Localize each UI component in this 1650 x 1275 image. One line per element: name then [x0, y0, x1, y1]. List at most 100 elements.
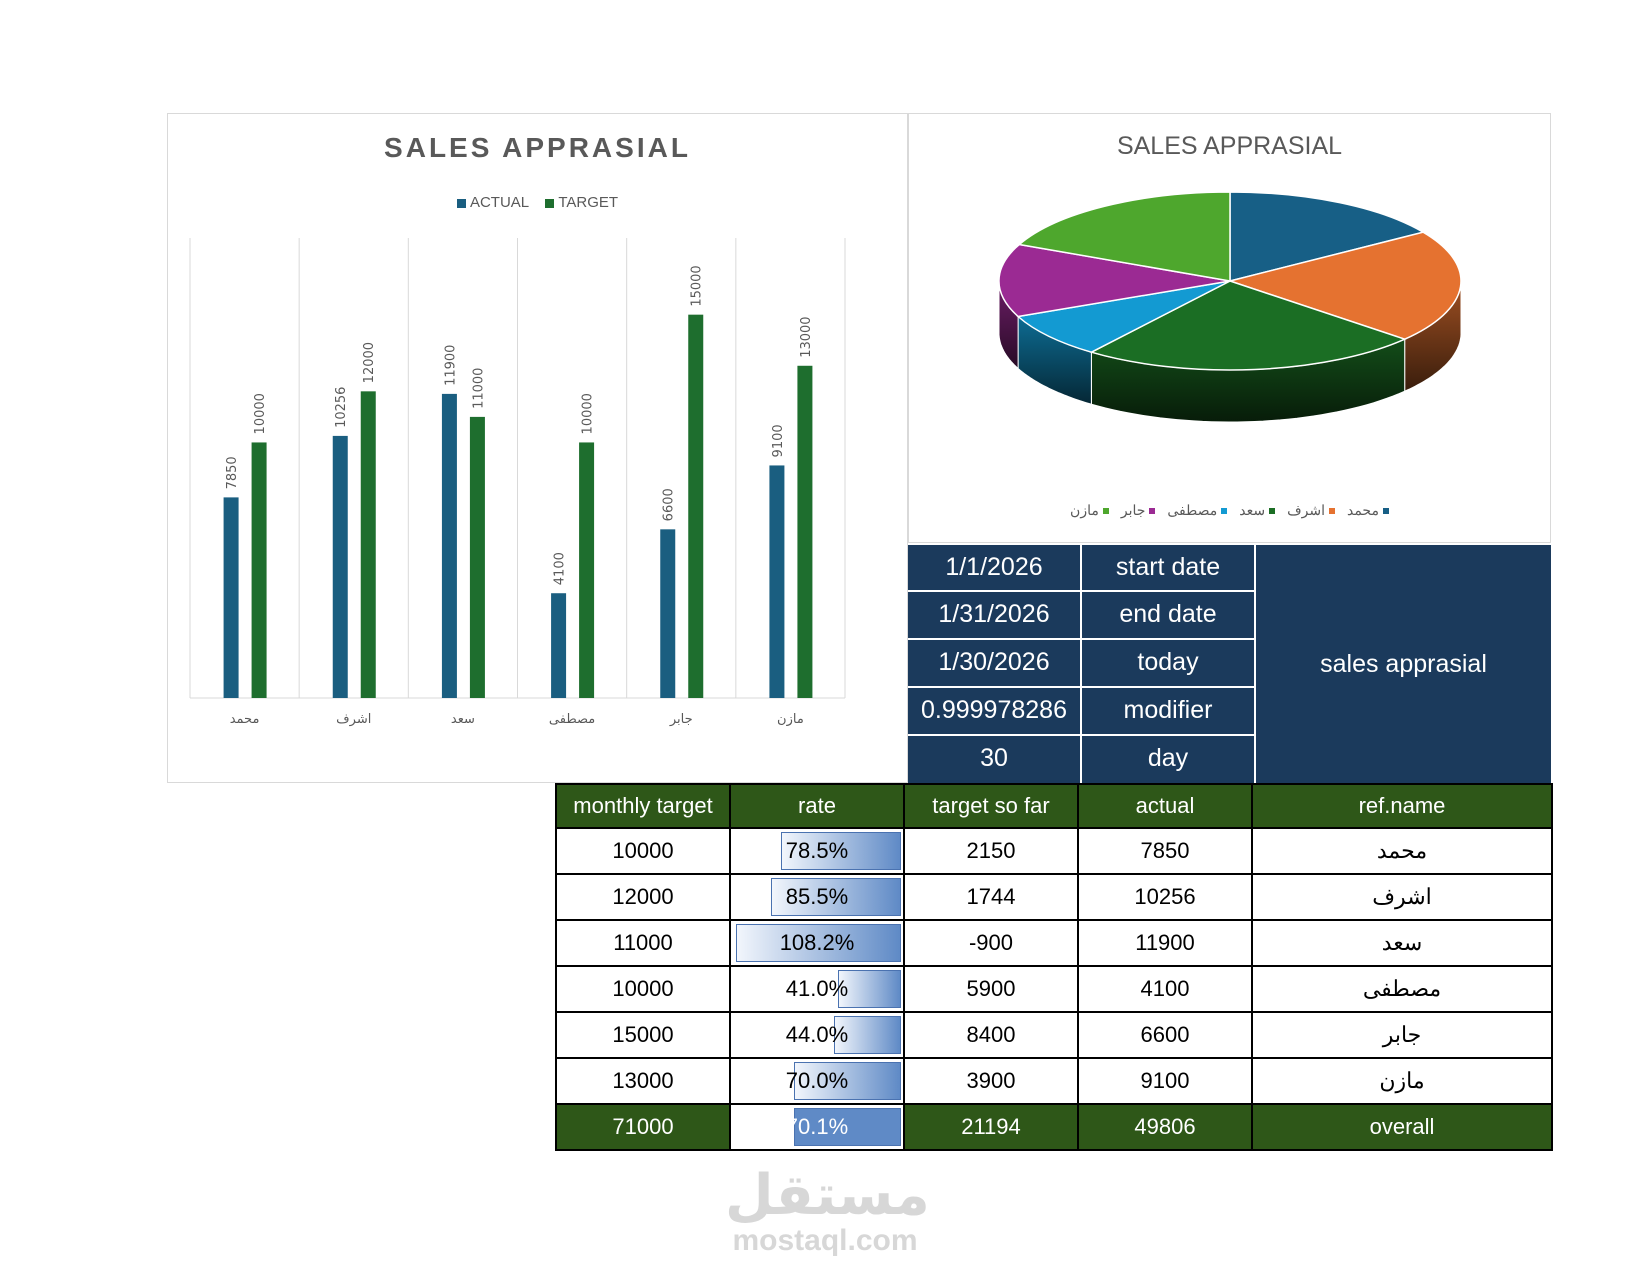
pie-chart-svg — [998, 191, 1462, 423]
cell-monthly-target: 11000 — [555, 919, 731, 967]
cell-ref-name: مصطفى — [1251, 965, 1553, 1013]
bar-data-label: 7850 — [225, 456, 240, 489]
table-row: 12000 85.5% 1744 10256 اشرف — [555, 873, 1553, 921]
bar-chart-svg: 7850 10000 محمد 10256 12000 اشرف 11900 11000 سعد… — [189, 238, 846, 727]
pie-legend-label: محمد — [1346, 502, 1379, 518]
pie-legend-label: جابر — [1120, 502, 1146, 518]
cell-actual: 7850 — [1077, 827, 1253, 875]
cell-target-so-far: 5900 — [903, 965, 1079, 1013]
cell-rate: 70.0% — [729, 1057, 905, 1105]
table-row: 15000 44.0% 8400 6600 جابر — [555, 1011, 1553, 1059]
cell-monthly-target: 13000 — [555, 1057, 731, 1105]
pie-legend-item: محمد — [1347, 502, 1389, 519]
header-rate: rate — [729, 783, 905, 829]
pie-legend-label: مصطفى — [1167, 502, 1218, 518]
bar-actual — [660, 529, 676, 698]
rate-value: 108.2% — [779, 930, 855, 955]
cell-rate: 44.0% — [729, 1011, 905, 1059]
info-modifier-value: 0.999978286 — [921, 696, 1067, 724]
rate-data-bar — [794, 1062, 901, 1100]
cell-target-so-far: 3900 — [903, 1057, 1079, 1105]
cell-target-so-far: 21194 — [903, 1103, 1079, 1151]
header-target-so-far: target so far — [903, 783, 1079, 829]
pie-legend-item: مصطفى — [1167, 502, 1228, 519]
pie-slice — [998, 243, 1231, 318]
bar-data-label: 9100 — [771, 424, 786, 457]
info-day-value: 30 — [980, 744, 1008, 772]
pie-slice — [1227, 231, 1462, 341]
cell-actual: 4100 — [1077, 965, 1253, 1013]
legend-label-actual: ACTUAL — [469, 194, 530, 211]
table-total-row: 71000 70.1% 21194 49806 overall — [555, 1103, 1553, 1151]
cell-monthly-target: 71000 — [555, 1103, 731, 1151]
bar-target — [469, 416, 485, 698]
cell-rate: 41.0% — [729, 965, 905, 1013]
x-tick-label: اشرف — [336, 712, 371, 727]
cell-rate: 70.1% — [729, 1103, 905, 1151]
info-end-date-value: 1/31/2026 — [938, 600, 1050, 628]
cell-monthly-target: 12000 — [555, 873, 731, 921]
pie-legend-swatch — [1221, 508, 1228, 515]
watermark-latin: mostaql.com — [732, 1224, 918, 1257]
x-tick-label: سعد — [451, 712, 475, 727]
x-tick-label: مازن — [777, 712, 804, 727]
pie-chart-legend: محمد اشرف سعد مصطفى جابر مازن — [909, 502, 1550, 519]
info-divider — [908, 686, 1254, 688]
bar-data-label: 15000 — [690, 265, 705, 306]
watermark-arabic: مستقل — [725, 1163, 930, 1228]
pie-legend-item: سعد — [1239, 502, 1276, 519]
info-start-date-value: 1/1/2026 — [945, 553, 1043, 581]
info-title: sales apprasial — [1320, 649, 1487, 678]
bar-actual — [441, 393, 457, 698]
cell-rate: 108.2% — [729, 919, 905, 967]
header-actual: actual — [1077, 783, 1253, 829]
cell-target-so-far: 2150 — [903, 827, 1079, 875]
pie-legend-label: سعد — [1239, 502, 1266, 518]
bar-data-label: 12000 — [362, 342, 377, 383]
sales-table: monthly target rate target so far actual… — [555, 783, 1553, 1151]
info-divider — [1080, 545, 1082, 783]
legend-swatch-actual — [456, 198, 466, 208]
rate-value: 41.0% — [785, 976, 849, 1001]
bar-target — [360, 391, 376, 698]
rate-data-bar — [838, 970, 901, 1008]
cell-ref-name: اشرف — [1251, 873, 1553, 921]
cell-actual: 11900 — [1077, 919, 1253, 967]
info-day-label: day — [1147, 744, 1189, 772]
info-start-date-label: start date — [1115, 553, 1221, 581]
cell-monthly-target: 15000 — [555, 1011, 731, 1059]
bar-chart-panel: SALES APPRASIAL ACTUAL TARGET 7850 10000 م… — [167, 113, 908, 783]
rate-data-bar — [794, 1108, 901, 1146]
table-row: 10000 78.5% 2150 7850 محمد — [555, 827, 1553, 875]
cell-target-so-far: 1744 — [903, 873, 1079, 921]
info-today-label: today — [1137, 648, 1199, 676]
legend-swatch-target — [545, 198, 555, 208]
cell-rate: 78.5% — [729, 827, 905, 875]
table-row: 13000 70.0% 3900 9100 مازن — [555, 1057, 1553, 1105]
info-end-date-label: end date — [1119, 600, 1217, 628]
pie-chart-title: SALES APPRASIAL — [1116, 132, 1343, 160]
pie-legend-item: اشرف — [1287, 502, 1335, 519]
cell-ref-name: جابر — [1251, 1011, 1553, 1059]
info-divider — [1254, 545, 1256, 783]
cell-target-so-far: -900 — [903, 919, 1079, 967]
rate-value: 70.0% — [785, 1068, 849, 1093]
pie-legend-item: جابر — [1121, 502, 1156, 519]
table-row: 11000 108.2% -900 11900 سعد — [555, 919, 1553, 967]
cell-actual: 9100 — [1077, 1057, 1253, 1105]
pie-legend-item: مازن — [1070, 502, 1109, 519]
bar-data-label: 4100 — [553, 552, 568, 585]
info-divider — [908, 590, 1254, 592]
pie-slice — [1017, 191, 1231, 282]
cell-target-so-far: 8400 — [903, 1011, 1079, 1059]
bar-target — [579, 442, 595, 698]
table-body: 10000 78.5% 2150 7850 محمد 12000 85.5% 1744 1025… — [555, 827, 1553, 1151]
bar-actual — [332, 435, 348, 698]
bar-data-label: 13000 — [799, 316, 814, 357]
cell-ref-name: سعد — [1251, 919, 1553, 967]
bar-target — [251, 442, 267, 698]
bar-target — [688, 314, 704, 698]
rate-data-bar — [781, 832, 901, 870]
pie-legend-swatch — [1382, 508, 1389, 515]
info-modifier-label: modifier — [1123, 696, 1213, 724]
